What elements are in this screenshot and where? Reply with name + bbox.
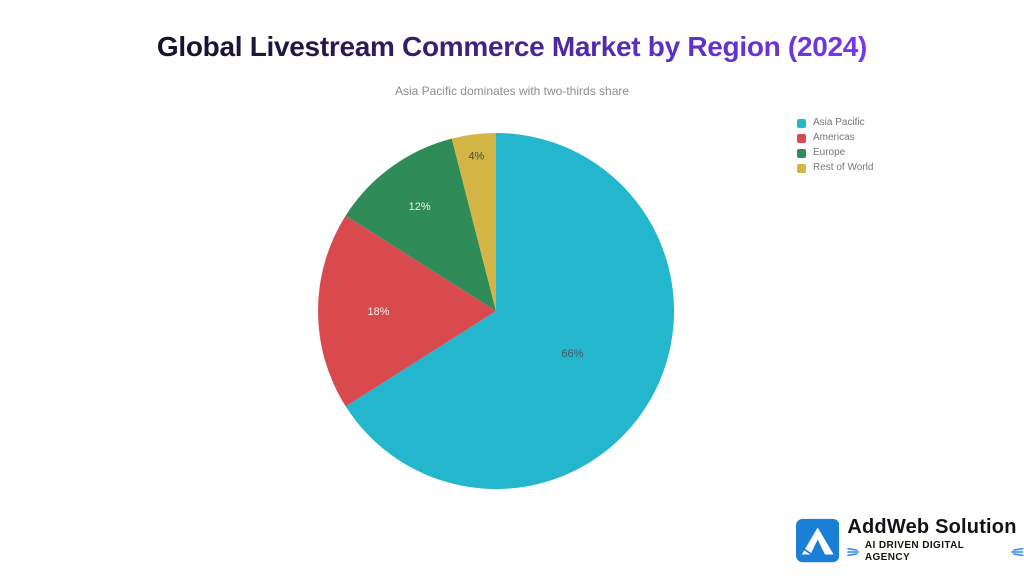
legend-item-americas[interactable]: Americas: [797, 133, 873, 143]
addweb-logo-text: AddWeb Solution AI DRIVEN DIGITAL AGENCY: [847, 516, 1024, 564]
legend-swatch-rest-of-world: [797, 163, 806, 173]
pie-label-18pct: 18%: [367, 306, 389, 318]
wind-right-icon: [1011, 547, 1024, 557]
pie-slice-europe[interactable]: [345, 138, 496, 311]
chart-title: Global Livestream Commerce Market by Reg…: [0, 31, 1024, 63]
addweb-logo: AddWeb Solution AI DRIVEN DIGITAL AGENCY: [796, 516, 1024, 564]
addweb-logo-tagline: AI DRIVEN DIGITAL AGENCY: [864, 540, 965, 563]
legend-swatch-europe: [797, 148, 806, 158]
legend-swatch-asia-pacific: [797, 118, 806, 128]
legend-item-asia-pacific[interactable]: Asia Pacific: [797, 118, 873, 128]
legend-item-europe[interactable]: Europe: [797, 148, 873, 158]
pie-label-12pct: 12%: [409, 201, 431, 213]
chart-subtitle: Asia Pacific dominates with two-thirds s…: [394, 84, 630, 98]
wind-left-icon: [847, 547, 860, 557]
legend-item-rest-of-world[interactable]: Rest of World: [797, 163, 873, 173]
pie-label-66pct: 66%: [561, 348, 583, 360]
legend-label: Europe: [813, 147, 846, 158]
addweb-logo-icon: [796, 518, 840, 562]
pie-slice-asia-pacific[interactable]: [345, 133, 674, 489]
legend-label: Asia Pacific: [813, 117, 865, 128]
pie-slice-rest-of-world[interactable]: [451, 133, 496, 311]
legend-label: Americas: [813, 132, 855, 143]
addweb-logo-name: AddWeb Solution: [847, 516, 1017, 538]
legend-label: Rest of World: [813, 162, 874, 173]
legend-swatch-americas: [797, 133, 806, 143]
legend: Asia Pacific Americas Europe Rest of Wor…: [797, 118, 873, 173]
pie-slice-americas[interactable]: [317, 215, 496, 407]
pie-label-4pct: 4%: [468, 151, 484, 163]
